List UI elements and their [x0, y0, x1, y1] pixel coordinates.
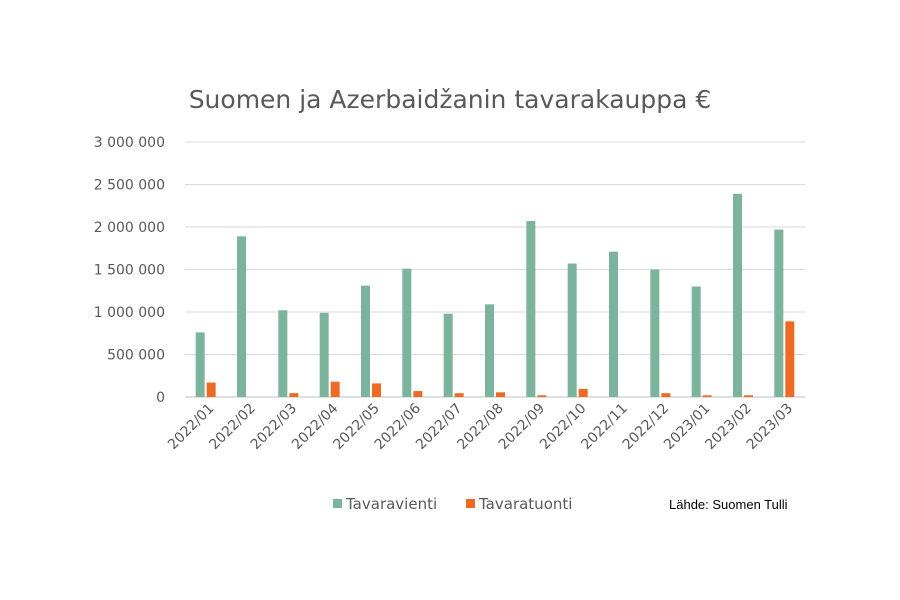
- x-axis-ticks: 2022/012022/022022/032022/042022/052022/…: [165, 400, 796, 453]
- bar-tavaratuonti: [578, 388, 588, 397]
- y-tick-label: 500 000: [107, 348, 165, 364]
- bar-tavaravienti: [237, 236, 246, 397]
- y-axis-ticks: 0 500 000 1 000 000 1 500 000 2 000 000 2 500…: [94, 135, 165, 406]
- y-tick-label: 2 000 000: [94, 220, 165, 236]
- bar-tavaratuonti: [702, 395, 712, 397]
- bar-tavaratuonti: [372, 383, 381, 397]
- y-tick-label: 2 500 000: [94, 178, 165, 194]
- bar-tavaravienti: [319, 312, 329, 397]
- bar-tavaravienti: [609, 251, 618, 397]
- bar-tavaravienti: [526, 221, 536, 397]
- bar-tavaravienti: [443, 313, 453, 397]
- y-tick-label: 1 500 000: [94, 263, 165, 279]
- bar-tavaratuonti: [785, 321, 795, 397]
- bar-tavaratuonti: [289, 393, 299, 397]
- bar-tavaravienti: [774, 229, 784, 397]
- gridlines: [185, 141, 805, 398]
- bar-tavaravienti: [733, 193, 742, 397]
- bars: [195, 193, 795, 397]
- source-note: Lähde: Suomen Tulli: [669, 497, 788, 512]
- bar-tavaratuonti: [744, 395, 753, 397]
- bar-tavaravienti: [650, 269, 660, 397]
- bar-tavaratuonti: [454, 393, 464, 397]
- bar-tavaravienti: [567, 263, 577, 397]
- legend-label: Tavaravienti: [345, 495, 437, 513]
- bar-tavaravienti: [278, 310, 288, 397]
- bar-tavaratuonti: [206, 382, 216, 397]
- x-tick-label: 2023/03: [744, 401, 796, 453]
- bar-tavaravienti: [195, 332, 205, 397]
- y-tick-label: 0: [156, 390, 165, 406]
- legend: Tavaravienti Tavaratuonti: [333, 495, 572, 513]
- bar-tavaratuonti: [413, 391, 423, 397]
- bar-tavaratuonti: [537, 395, 547, 397]
- y-tick-label: 3 000 000: [94, 135, 165, 151]
- y-tick-label: 1 000 000: [94, 305, 165, 321]
- legend-label: Tavaratuonti: [478, 495, 572, 513]
- bar-tavaratuonti: [330, 381, 340, 397]
- legend-swatch: [466, 499, 475, 508]
- bar-tavaravienti: [691, 286, 701, 397]
- bar-tavaravienti: [485, 304, 494, 397]
- bar-tavaravienti: [402, 268, 412, 397]
- bar-tavaratuonti: [496, 392, 505, 397]
- chart-title: Suomen ja Azerbaidžanin tavarakauppa €: [189, 85, 712, 114]
- legend-swatch: [333, 499, 342, 508]
- bar-tavaratuonti: [661, 393, 671, 397]
- bar-tavaravienti: [361, 285, 370, 397]
